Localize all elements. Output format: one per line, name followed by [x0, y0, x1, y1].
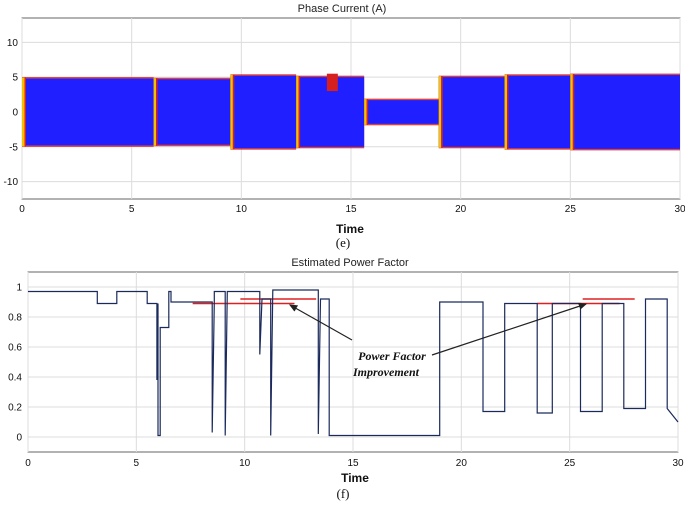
- y-tick-label: -10: [4, 177, 19, 188]
- y-tick-labels: 10 5 0 -5 -10: [4, 38, 19, 188]
- x-tick-label: 0: [25, 458, 31, 469]
- phase-current-band: [504, 75, 571, 149]
- x-tick-label: 15: [345, 204, 357, 215]
- phase-current-transition: [296, 76, 299, 148]
- x-tick-label: 20: [455, 204, 467, 215]
- phase-current-band: [570, 75, 680, 149]
- figure-caption-f: (f): [337, 486, 350, 501]
- phase-current-band: [22, 78, 154, 146]
- x-axis-label: Time: [341, 471, 369, 485]
- phase-current-transition: [298, 76, 301, 148]
- annotation: Power Factor Improvement: [288, 302, 588, 379]
- phase-current-transition: [438, 76, 442, 148]
- phase-current-band: [230, 75, 297, 149]
- phase-current-transition: [366, 99, 369, 125]
- phase-current-traces: [22, 73, 680, 151]
- y-tick-label: 10: [7, 38, 19, 49]
- phase-current-transition: [156, 78, 158, 146]
- y-tick-label: 0: [16, 433, 22, 444]
- annotation-arrow-left: [288, 304, 353, 341]
- phase-current-band: [153, 79, 231, 145]
- y-tick-labels: 1 0.8 0.6 0.4 0.2 0: [8, 283, 22, 444]
- y-tick-label: -5: [9, 142, 18, 153]
- grid: [27, 272, 679, 452]
- annotation-text-line2: Improvement: [352, 365, 420, 379]
- phase-current-transition: [507, 74, 509, 150]
- x-tick-label: 20: [456, 458, 468, 469]
- x-tick-label: 0: [19, 204, 25, 215]
- phase-current-transition: [230, 74, 233, 150]
- phase-current-band: [438, 77, 505, 147]
- phase-current-transition: [441, 76, 443, 148]
- phase-current-transition: [572, 74, 575, 150]
- phase-current-transition: [22, 77, 25, 147]
- chart-title: Phase Current (A): [298, 3, 387, 15]
- y-tick-label: 1: [16, 283, 22, 294]
- phase-current-transition: [504, 74, 508, 150]
- chart-phase-current: Phase Current (A) 0 5 10 15 20 25 30 10 5 0 -5 -10…: [4, 3, 685, 250]
- phase-current-transition: [153, 78, 157, 146]
- annotation-arrow-right: [431, 302, 588, 356]
- phase-current-disturbance: [326, 73, 338, 92]
- x-tick-label: 5: [129, 204, 135, 215]
- x-tick-label: 10: [236, 204, 248, 215]
- phase-current-transition: [364, 99, 367, 125]
- x-tick-label: 30: [674, 204, 685, 215]
- power-factor-series-line: [28, 289, 679, 437]
- x-tick-label: 5: [134, 458, 140, 469]
- y-tick-label: 0.8: [8, 313, 22, 324]
- annotation-text-line1: Power Factor: [358, 349, 426, 363]
- x-tick-label: 15: [347, 458, 359, 469]
- x-tick-label: 25: [564, 458, 576, 469]
- y-tick-label: 0.6: [8, 343, 22, 354]
- y-tick-label: 0.4: [8, 373, 22, 384]
- x-tick-label: 10: [239, 458, 251, 469]
- x-axis-label: Time: [336, 222, 364, 236]
- x-tick-labels: 0 5 10 15 20 25 30: [25, 458, 684, 469]
- x-tick-label: 30: [672, 458, 684, 469]
- x-tick-labels: 0 5 10 15 20 25 30: [19, 204, 685, 215]
- chart-title: Estimated Power Factor: [291, 257, 409, 269]
- chart-power-factor: Estimated Power Factor 0 5 10 15 20 25 30 1 0.8…: [8, 257, 684, 501]
- y-tick-label: 0.2: [8, 403, 22, 414]
- phase-current-transition: [24, 77, 26, 147]
- figure-caption-e: (e): [336, 235, 350, 250]
- phase-current-transition: [232, 74, 235, 150]
- phase-current-band: [364, 100, 439, 124]
- y-tick-label: 5: [12, 73, 18, 84]
- phase-current-transition: [570, 74, 573, 150]
- y-tick-label: 0: [12, 107, 18, 118]
- x-tick-label: 25: [565, 204, 577, 215]
